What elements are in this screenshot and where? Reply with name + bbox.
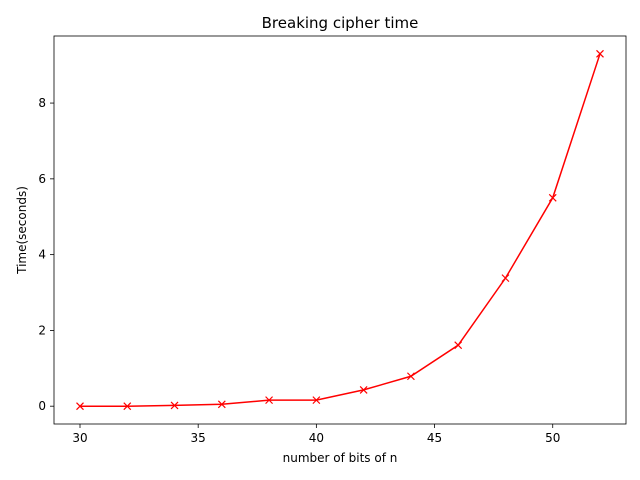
- y-tick-label: 8: [38, 96, 46, 110]
- data-point-marker: [406, 372, 415, 381]
- chart-title: Breaking cipher time: [262, 14, 419, 32]
- x-tick-label: 45: [427, 431, 442, 445]
- data-point-marker: [312, 396, 321, 405]
- data-point-marker: [123, 402, 132, 411]
- y-axis-label: Time(seconds): [15, 186, 29, 275]
- marker-stroke: [217, 400, 226, 409]
- y-tick-label: 6: [38, 172, 46, 186]
- marker-stroke: [548, 193, 557, 202]
- data-point-marker: [359, 385, 368, 394]
- y-tick-label: 2: [38, 323, 46, 337]
- data-point-marker: [170, 401, 179, 410]
- x-tick-label: 35: [191, 431, 206, 445]
- data-point-marker: [217, 400, 226, 409]
- data-point-marker: [454, 341, 463, 350]
- marker-stroke: [265, 396, 274, 405]
- plot-area: 30 35 40 45 50 0 2 4 6 8: [38, 35, 627, 445]
- marker-stroke: [359, 385, 368, 394]
- x-axis-label: number of bits of n: [283, 451, 398, 465]
- data-point-marker: [596, 49, 604, 58]
- data-point-marker: [76, 402, 84, 411]
- marker-stroke: [170, 401, 179, 410]
- marker-stroke: [312, 396, 321, 405]
- x-tick-label: 30: [72, 431, 87, 445]
- data-point-marker: [548, 193, 557, 202]
- marker-stroke: [596, 49, 604, 58]
- data-point-marker: [265, 396, 274, 405]
- marker-stroke: [501, 274, 510, 283]
- series-line: [80, 53, 601, 407]
- y-tick-label: 0: [38, 399, 46, 413]
- y-tick-label: 4: [38, 248, 46, 262]
- marker-stroke: [454, 341, 463, 350]
- marker-stroke: [123, 402, 132, 411]
- marker-stroke: [406, 372, 415, 381]
- axes-frame: [53, 35, 627, 425]
- data-point-marker: [501, 274, 510, 283]
- x-tick-label: 50: [545, 431, 560, 445]
- marker-stroke: [76, 402, 84, 411]
- x-tick-label: 40: [309, 431, 324, 445]
